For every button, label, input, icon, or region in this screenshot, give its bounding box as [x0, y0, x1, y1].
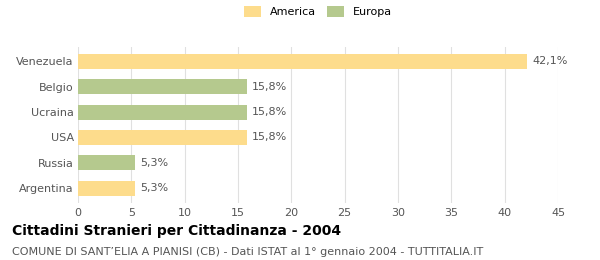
Bar	[78, 105, 247, 120]
Text: 15,8%: 15,8%	[252, 82, 287, 92]
Bar	[78, 130, 247, 145]
Bar	[78, 155, 134, 170]
Text: 5,3%: 5,3%	[140, 183, 168, 193]
Text: Cittadini Stranieri per Cittadinanza - 2004: Cittadini Stranieri per Cittadinanza - 2…	[12, 224, 341, 238]
Legend: America, Europa: America, Europa	[244, 5, 392, 17]
Text: 5,3%: 5,3%	[140, 158, 168, 168]
Text: 15,8%: 15,8%	[252, 107, 287, 117]
Bar	[78, 54, 527, 69]
Text: 15,8%: 15,8%	[252, 132, 287, 142]
Text: COMUNE DI SANT’ELIA A PIANISI (CB) - Dati ISTAT al 1° gennaio 2004 - TUTTITALIA.: COMUNE DI SANT’ELIA A PIANISI (CB) - Dat…	[12, 247, 483, 257]
Text: 42,1%: 42,1%	[532, 56, 568, 67]
Bar	[78, 79, 247, 94]
Bar	[78, 180, 134, 196]
